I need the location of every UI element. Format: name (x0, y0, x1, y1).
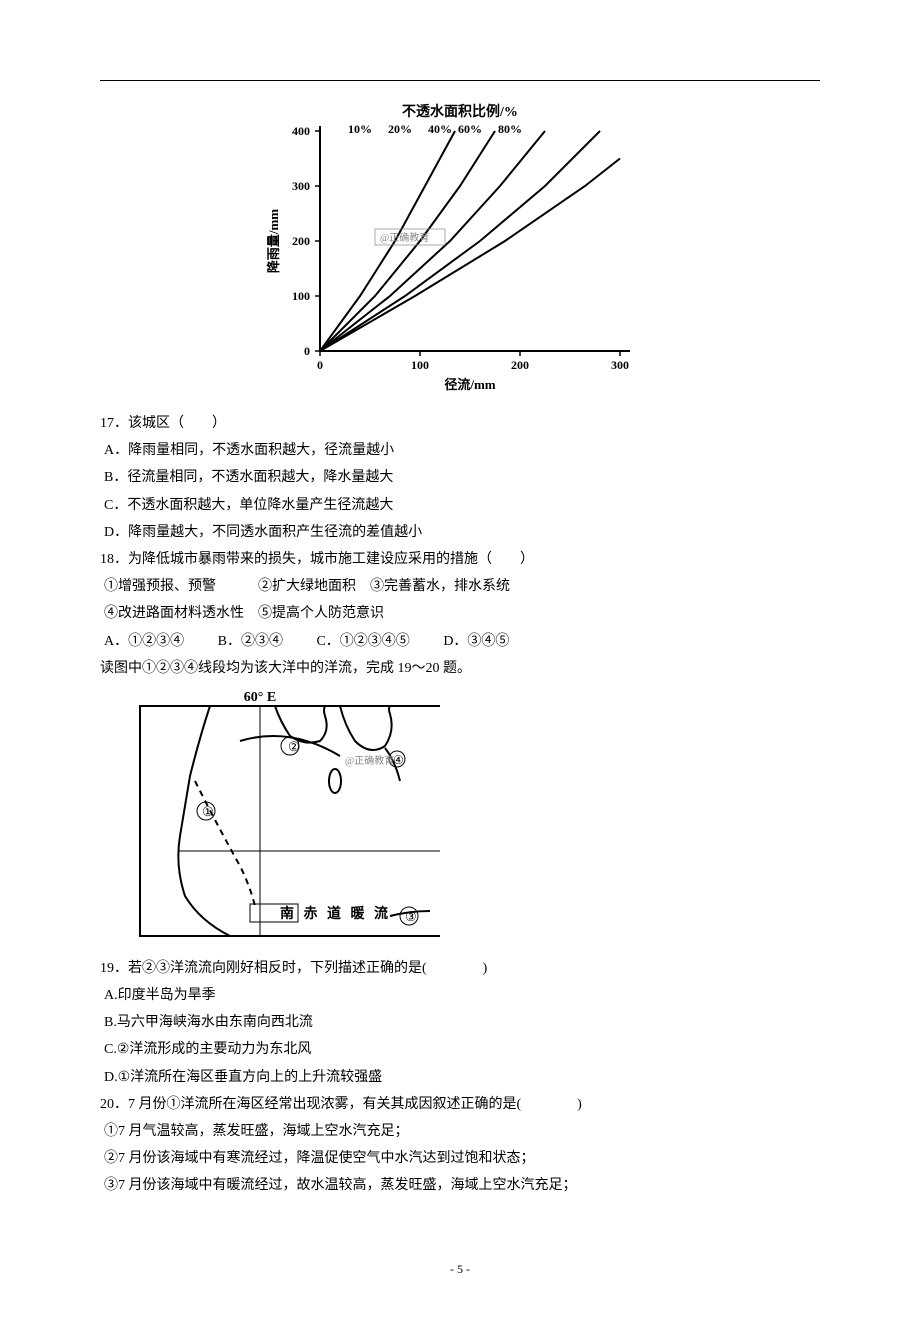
q18-option-d: D．③④⑤ (443, 629, 509, 654)
q18-option-c: C．①②③④⑤ (316, 629, 409, 654)
svg-text:10%: 10% (348, 122, 372, 136)
svg-text:南 赤 道 暖 流: 南 赤 道 暖 流 (280, 905, 391, 922)
q17-stem: 17．该城区（ ） (100, 411, 820, 436)
q18-numbered-1: ①增强预报、预警 ②扩大绿地面积 ③完善蓄水，排水系统 (100, 574, 820, 599)
header-rule (100, 80, 820, 81)
ocean-current-map: 60° E0°0°南 赤 道 暖 流①②③④@正确教育0° (130, 686, 450, 946)
svg-text:@正确教育: @正确教育 (380, 231, 429, 244)
svg-text:①: ① (202, 804, 214, 819)
q18-option-a: A．①②③④ (104, 629, 184, 654)
svg-text:80%: 80% (498, 122, 522, 136)
q20-stem: 20．7 月份①洋流所在海区经常出现浓雾，有关其成因叙述正确的是( ) (100, 1092, 820, 1117)
q17-option-b: B．径流量相同，不透水面积越大，降水量越大 (100, 465, 820, 490)
svg-text:400: 400 (292, 124, 310, 138)
svg-text:200: 200 (292, 234, 310, 248)
intro-19-20: 读图中①②③④线段均为该大洋中的洋流，完成 19～20 题。 (100, 656, 820, 681)
svg-text:200: 200 (511, 358, 529, 372)
q20-numbered-1: ①7 月气温较高，蒸发旺盛，海域上空水汽充足； (100, 1119, 820, 1144)
svg-text:100: 100 (411, 358, 429, 372)
runoff-chart: 不透水面积比例/% 0 100 200 300 0 100 200 300 400 径流/mm 降雨量… (260, 101, 660, 401)
svg-text:20%: 20% (388, 122, 412, 136)
svg-text:300: 300 (292, 179, 310, 193)
svg-text:60%: 60% (458, 122, 482, 136)
svg-text:③: ③ (405, 909, 417, 924)
q19-option-b: B.马六甲海峡海水由东南向西北流 (100, 1010, 820, 1035)
q17-option-c: C．不透水面积越大，单位降水量产生径流越大 (100, 493, 820, 518)
q18-stem: 18．为降低城市暴雨带来的损失，城市施工建设应采用的措施（ ） (100, 547, 820, 572)
svg-text:40%: 40% (428, 122, 452, 136)
q20-numbered-2: ②7 月份该海域中有寒流经过，降温促使空气中水汽达到过饱和状态； (100, 1146, 820, 1171)
svg-text:300: 300 (611, 358, 629, 372)
svg-text:径流/mm: 径流/mm (444, 377, 495, 392)
svg-text:0: 0 (304, 344, 310, 358)
page-number: - 5 - (100, 1259, 820, 1281)
q18-options: A．①②③④ B．②③④ C．①②③④⑤ D．③④⑤ (100, 629, 820, 654)
q20-numbered-3: ③7 月份该海域中有暖流经过，故水温较高，蒸发旺盛，海域上空水汽充足； (100, 1173, 820, 1198)
q19-option-c: C.②洋流形成的主要动力为东北风 (100, 1037, 820, 1062)
q18-option-b: B．②③④ (218, 629, 283, 654)
q19-option-d: D.①洋流所在海区垂直方向上的上升流较强盛 (100, 1065, 820, 1090)
q19-option-a: A.印度半岛为旱季 (100, 983, 820, 1008)
svg-text:0: 0 (317, 358, 323, 372)
svg-text:降雨量/mm: 降雨量/mm (266, 209, 281, 273)
svg-text:60° E: 60° E (244, 690, 276, 705)
q19-stem: 19．若②③洋流流向刚好相反时，下列描述正确的是( ) (100, 956, 820, 981)
svg-text:100: 100 (292, 289, 310, 303)
q17-option-d: D．降雨量越大，不同透水面积产生径流的差值越小 (100, 520, 820, 545)
svg-text:不透水面积比例/%: 不透水面积比例/% (402, 103, 518, 120)
svg-text:@正确教育: @正确教育 (345, 754, 394, 767)
q18-numbered-2: ④改进路面材料透水性 ⑤提高个人防范意识 (100, 601, 820, 626)
q17-option-a: A．降雨量相同，不透水面积越大，径流量越小 (100, 438, 820, 463)
